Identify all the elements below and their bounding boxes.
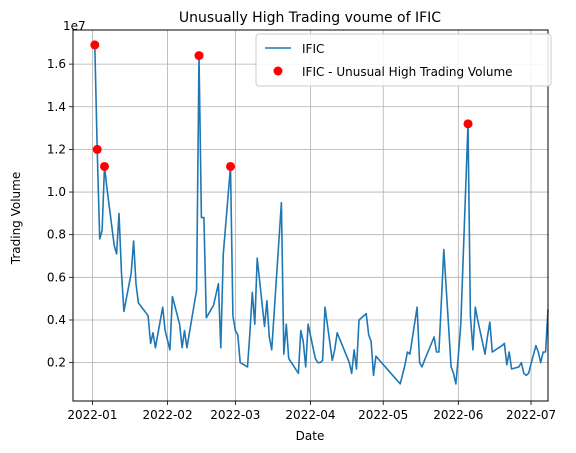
y-tick-label: 1.6 bbox=[47, 57, 66, 71]
unusual-volume-point bbox=[93, 145, 102, 154]
legend-entry-scatter: IFIC - Unusual High Trading Volume bbox=[302, 65, 513, 79]
y-tick-label: 1.4 bbox=[47, 100, 66, 114]
x-axis-ticks: 2022-01 2022-02 2022-03 2022-04 2022-05 2022-… bbox=[67, 401, 556, 422]
y-axis-ticks: 0.2 0.4 0.6 0.8 1.0 1.2 1.4 1.6 bbox=[47, 57, 73, 370]
unusual-volume-point bbox=[226, 162, 235, 171]
x-tick-label: 2022-03 bbox=[210, 408, 260, 422]
y-tick-label: 1.2 bbox=[47, 142, 66, 156]
chart-title: Unusually High Trading voume of IFIC bbox=[179, 10, 441, 26]
x-tick-label: 2022-02 bbox=[142, 408, 192, 422]
unusual-volume-point bbox=[90, 40, 99, 49]
unusual-volume-point bbox=[464, 119, 473, 128]
unusual-volume-point bbox=[195, 51, 204, 60]
x-tick-label: 2022-01 bbox=[67, 408, 117, 422]
x-tick-label: 2022-04 bbox=[285, 408, 335, 422]
legend-marker-swatch bbox=[274, 67, 283, 76]
y-tick-label: 0.8 bbox=[47, 228, 66, 242]
y-tick-label: 0.2 bbox=[47, 356, 66, 370]
x-tick-label: 2022-05 bbox=[358, 408, 408, 422]
series-line-ific bbox=[95, 45, 548, 384]
y-tick-label: 0.4 bbox=[47, 313, 66, 327]
y-axis-label: Trading Volume bbox=[9, 172, 23, 265]
x-tick-label: 2022-07 bbox=[506, 408, 556, 422]
legend-entry-line: IFIC bbox=[302, 42, 324, 56]
x-tick-label: 2022-06 bbox=[433, 408, 483, 422]
y-tick-label: 1.0 bbox=[47, 185, 66, 199]
y-tick-label: 0.6 bbox=[47, 270, 66, 284]
x-axis-label: Date bbox=[296, 429, 325, 443]
unusual-volume-point bbox=[100, 162, 109, 171]
legend: IFIC IFIC - Unusual High Trading Volume bbox=[256, 34, 551, 86]
y-multiplier-label: 1e7 bbox=[63, 19, 86, 33]
plot-area bbox=[90, 40, 548, 383]
